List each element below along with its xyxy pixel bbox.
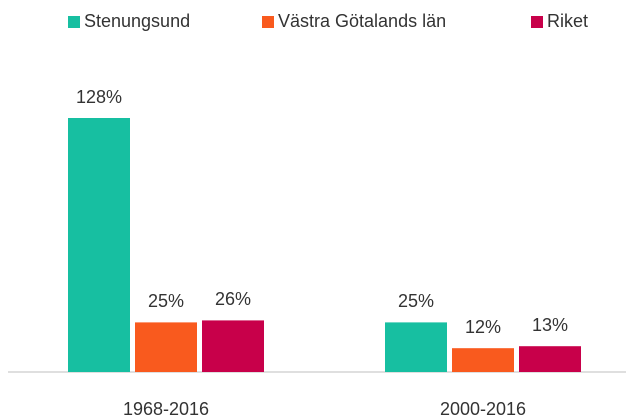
data-label: 12% bbox=[465, 317, 501, 337]
legend-label: Stenungsund bbox=[84, 11, 190, 31]
bar bbox=[519, 346, 581, 372]
bar bbox=[202, 320, 264, 372]
x-tick-label: 2000-2016 bbox=[440, 399, 526, 418]
data-label: 26% bbox=[215, 289, 251, 309]
legend-swatch bbox=[68, 16, 80, 28]
legend-swatch bbox=[262, 16, 274, 28]
bar bbox=[135, 322, 197, 372]
data-label: 128% bbox=[76, 87, 122, 107]
bar bbox=[68, 118, 130, 372]
legend-label: Västra Götalands län bbox=[278, 11, 446, 31]
data-label: 25% bbox=[398, 291, 434, 311]
data-label: 25% bbox=[148, 291, 184, 311]
x-tick-label: 1968-2016 bbox=[123, 399, 209, 418]
bar bbox=[452, 348, 514, 372]
bar bbox=[385, 322, 447, 372]
data-label: 13% bbox=[532, 315, 568, 335]
legend-label: Riket bbox=[547, 11, 588, 31]
legend-swatch bbox=[531, 16, 543, 28]
